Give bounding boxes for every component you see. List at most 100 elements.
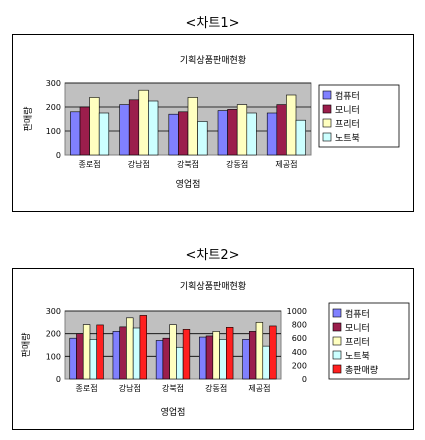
chart2-ytick-label: 0 [56,375,61,384]
chart2-y2tick-label: 200 [292,361,307,370]
chart2-bar [119,326,127,380]
chart1-xtick-label: 강동점 [226,159,248,169]
chart1-bar [286,94,297,156]
chart2-bar [212,331,220,380]
chart1-caption: <차트1> [185,16,240,31]
chart1-bar [79,106,90,156]
chart1-xtick-label: 강북점 [177,159,199,169]
chart1-x-axis-title: 영업점 [176,178,201,190]
chart1-legend-label: 모니터 [335,105,360,116]
chart2-legend-swatch [332,350,342,360]
chart2-legend-label: 컴퓨터 [345,308,370,320]
chart1-bar [128,99,140,156]
chart2-bar [262,345,270,380]
chart2-xtick-label: 종로점 [76,383,98,393]
chart2-y2tick-label: 1000 [287,307,307,316]
chart2-bar [199,336,207,380]
chart1-legend [318,84,400,148]
chart1-legend-swatch [322,132,332,142]
chart2-bar [112,331,120,380]
chart1-bar [295,119,306,156]
chart1-legend-label: 컴퓨터 [335,90,360,102]
chart2-bar [69,337,77,380]
chart2-bar [242,339,250,380]
chart1-bar [168,113,179,156]
chart1-bar [266,112,278,156]
chart2-bar [132,327,141,380]
chart2-bar [176,346,184,380]
chart2-bar [126,317,134,380]
chart2-bar [255,322,264,380]
chart2-y2tick-label: 0 [302,375,307,384]
chart2-bar [155,340,164,380]
chart1-title: 기획상품판매현황 [180,54,246,66]
chart2-bar [169,324,177,380]
chart2-legend [328,302,410,380]
chart2-bar [82,324,91,380]
chart2-bar [139,315,147,380]
chart1-ytick-label: 200 [46,103,61,112]
chart2-legend-label: 노트북 [345,351,370,362]
chart2-bar [96,324,104,380]
chart1-bar [217,110,228,156]
chart2-xtick-label: 강남점 [119,383,141,393]
chart1-bar [98,112,110,156]
chart1-bar [236,104,248,156]
chart1-legend-label: 노트북 [335,133,360,144]
chart1-bar [227,109,238,156]
chart1-xtick-label: 강남점 [128,159,150,169]
chart2-title: 기획상품판매현황 [180,280,246,292]
chart2-bar [205,335,214,380]
chart1-legend-swatch [322,90,332,100]
chart2-bar [248,331,257,380]
chart1-legend-swatch [322,104,332,114]
chart2-bar [76,333,84,380]
chart2-box: 기획상품판매현황 0 100 200 300 0 200 400 600 800 1000 종로점 강남… [12,268,414,430]
chart1-xtick-label: 제공점 [275,159,297,169]
chart1-ytick-label: 100 [46,127,61,136]
chart2-legend-swatch [332,336,342,346]
chart2-legend-label: 프리터 [345,337,370,348]
chart1-bar [138,89,149,156]
chart1-bar [148,100,159,156]
chart1-legend-label: 프리터 [335,119,360,130]
chart2-legend-swatch [332,322,342,332]
chart2-y2tick-label: 600 [292,334,307,343]
chart2-bar [219,339,227,380]
chart1-y-axis-title: 판매량 [22,107,34,132]
chart1-ytick-label: 0 [56,151,61,160]
chart1-bar [178,111,189,156]
chart1-bar [246,112,257,156]
chart1-bar [119,104,130,156]
chart2-legend-swatch [332,308,342,318]
chart2-legend-label: 총판매량 [345,364,378,376]
chart1-bar [70,111,81,156]
chart1-xtick-label: 종로점 [79,159,101,169]
chart2-y-axis-title: 판매량 [20,333,32,358]
chart2-ytick-label: 200 [46,330,61,339]
chart2-y2tick-label: 800 [292,321,307,330]
chart2-ytick-label: 100 [46,352,61,361]
chart1-bar [276,104,287,156]
chart2-bar [162,337,170,380]
chart2-caption: <차트2> [185,248,240,263]
chart1-legend-swatch [322,118,332,128]
chart2-bar [89,339,98,380]
chart2-bar [182,329,191,380]
chart1-bar [187,97,198,156]
chart2-y2tick-label: 400 [292,348,307,357]
chart2-x-axis-title: 영업점 [161,406,186,418]
chart2-legend-swatch [332,364,342,374]
chart2-xtick-label: 강북점 [162,383,184,393]
chart2-svg: 기획상품판매현황 0 100 200 300 0 200 400 600 800 1000 종로점 강남… [20,280,410,418]
chart2-xtick-label: 강동점 [205,383,227,393]
chart1-bar [89,97,100,156]
chart1-ytick-label: 300 [46,79,61,88]
chart2-bar [226,327,234,380]
chart1-bar [197,121,208,156]
chart2-legend-label: 모니터 [345,323,370,334]
chart2-bar [269,325,277,380]
chart2-xtick-label: 제공점 [248,383,270,393]
